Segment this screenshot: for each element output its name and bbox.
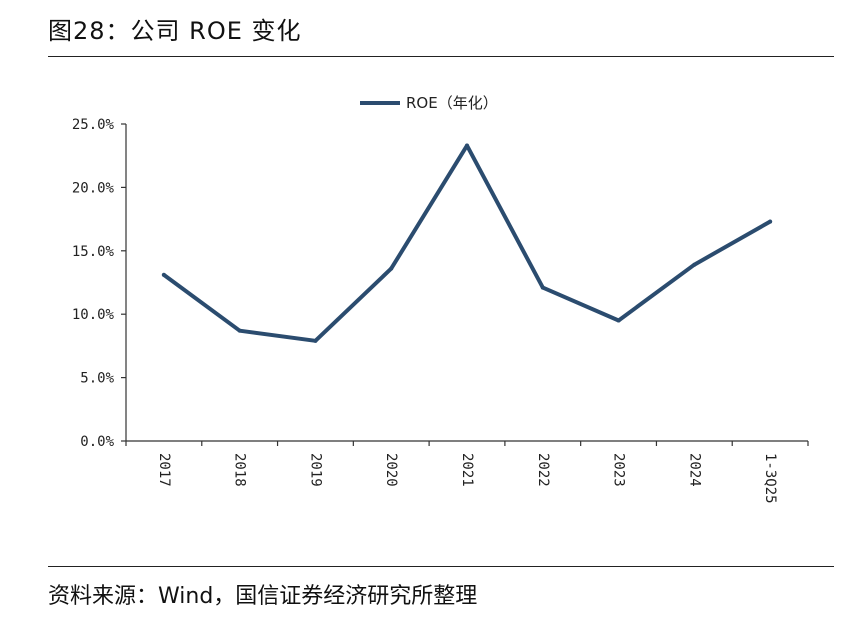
data-point — [313, 338, 318, 343]
series-layer — [161, 143, 773, 343]
series-line-roe — [161, 143, 773, 343]
data-point — [540, 285, 545, 290]
x-tick-label: 2018 — [232, 453, 248, 487]
data-point — [768, 219, 773, 224]
title-divider — [48, 56, 834, 57]
y-tick-label: 15.0% — [72, 244, 115, 260]
data-point — [692, 262, 697, 267]
y-tick-label: 10.0% — [72, 307, 115, 323]
y-tick-label: 25.0% — [72, 117, 115, 133]
legend: ROE（年化） — [360, 94, 498, 112]
data-point — [237, 328, 242, 333]
figure-title: 图28：公司 ROE 变化 — [48, 17, 302, 45]
x-tick-label: 2021 — [459, 453, 475, 487]
x-tick-label: 2022 — [535, 453, 551, 487]
legend-label: ROE（年化） — [406, 94, 498, 112]
x-tick-label: 1-3Q25 — [762, 453, 778, 504]
x-tick-label: 2017 — [156, 453, 172, 487]
y-tick-label: 20.0% — [72, 180, 115, 196]
data-point — [616, 318, 621, 323]
x-tick-label: 2020 — [383, 453, 399, 487]
y-tick-label: 5.0% — [80, 371, 114, 387]
data-point — [389, 266, 394, 271]
data-point — [161, 272, 166, 277]
x-axis: 2017 2018 2019 2020 2021 2022 2023 2024 1-3Q25 — [125, 440, 809, 504]
source-divider — [48, 566, 834, 567]
x-tick-label: 2024 — [686, 453, 702, 487]
x-tick-label: 2023 — [611, 453, 627, 487]
y-tick-label: 0.0% — [80, 434, 114, 450]
data-point — [465, 143, 469, 148]
source-note: 资料来源：Wind，国信证券经济研究所整理 — [48, 584, 478, 609]
x-tick-label: 2019 — [307, 453, 323, 487]
y-axis: 0.0% 5.0% 10.0% 15.0% 20.0% 25.0% — [72, 117, 127, 450]
